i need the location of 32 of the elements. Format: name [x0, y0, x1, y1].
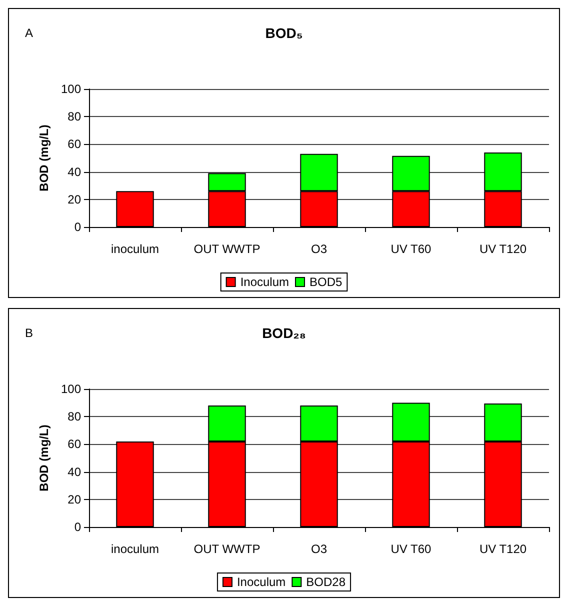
text: B — [25, 326, 34, 340]
y-axis-title: BOD (mg/L) — [37, 124, 52, 192]
legend-label: Inoculum — [236, 575, 286, 589]
x-tick-label: O3 — [310, 242, 328, 256]
y-tick-label: 20 — [68, 192, 82, 206]
x-tick-label: OUT WWTP — [194, 542, 260, 556]
y-tick-label: 40 — [68, 164, 82, 179]
x-tick-label: UV T120 — [479, 242, 527, 256]
x-tick-label: UV T120 — [479, 542, 527, 556]
y-axis-title: BOD (mg/L) — [37, 424, 52, 492]
x-tick-label: inoculum — [110, 542, 160, 556]
chart-title: BOD₅ — [265, 25, 303, 41]
y-tick-label: 80 — [68, 410, 82, 424]
legend-label: Inoculum — [240, 275, 290, 289]
y-tick-label: 0 — [74, 220, 82, 234]
x-tick-label: inoculum — [110, 242, 160, 256]
y-tick-label: 100 — [60, 382, 82, 396]
y-tick-label: 80 — [68, 110, 82, 124]
x-tick-label: O3 — [310, 542, 328, 556]
y-tick-label: 60 — [68, 437, 82, 452]
y-tick-label: 100 — [60, 82, 82, 96]
x-tick-label: OUT WWTP — [194, 242, 260, 256]
legend-label: BOD28 — [306, 575, 346, 589]
y-tick-label: 60 — [68, 137, 82, 152]
y-tick-label: 0 — [74, 520, 82, 534]
legend-label: BOD5 — [310, 275, 343, 289]
x-tick-label: UV T60 — [390, 542, 432, 556]
y-tick-label: 40 — [68, 464, 82, 479]
x-tick-label: UV T60 — [390, 242, 432, 256]
y-tick-label: 20 — [68, 492, 82, 506]
text: A — [25, 26, 34, 40]
chart-title: BOD₂₈ — [262, 325, 306, 341]
